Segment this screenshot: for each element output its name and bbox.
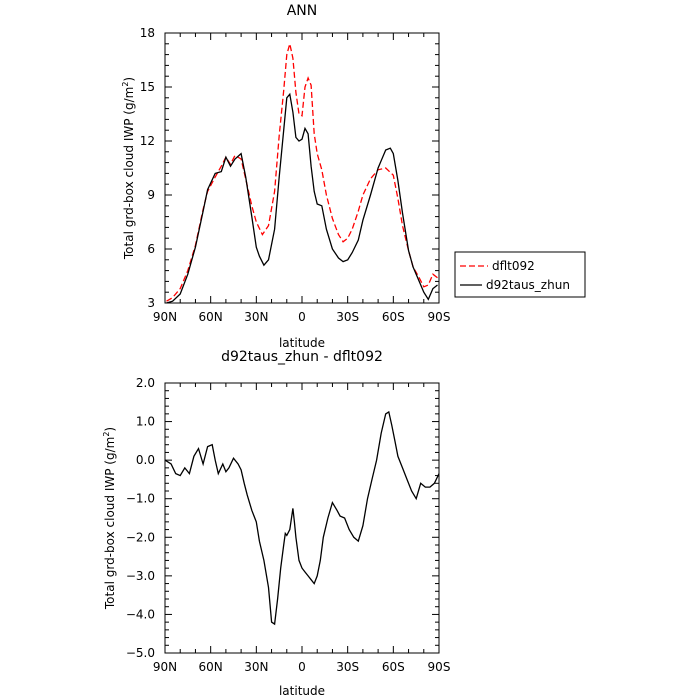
- x-tick-label: 30S: [336, 310, 359, 324]
- x-tick-label: 60N: [199, 310, 223, 324]
- y-tick-label: 0.0: [136, 453, 155, 467]
- plot-frame: [164, 382, 440, 654]
- x-tick-label: 0: [298, 660, 306, 674]
- y-axis-label: Total grd-box cloud IWP (g/m2): [121, 77, 136, 260]
- y-tick-label: 3: [147, 296, 155, 310]
- chart-ann: ANN latitude Total grd-box cloud IWP (g/…: [121, 3, 586, 350]
- x-tick-label: 60S: [382, 660, 405, 674]
- y-tick-label: −2.0: [126, 530, 155, 544]
- legend-label-dflt092: dflt092: [492, 259, 535, 273]
- y-tick-label: −5.0: [126, 646, 155, 660]
- y-axis-label: Total grd-box cloud IWP (g/m2): [102, 427, 117, 610]
- y-tick-label: −3.0: [126, 569, 155, 583]
- x-tick-label: 90S: [428, 310, 451, 324]
- plot-frame: [164, 32, 440, 304]
- x-tick-label: 90S: [428, 660, 451, 674]
- y-tick-label: 15: [140, 80, 155, 94]
- chart-title: d92taus_zhun - dflt092: [221, 349, 383, 365]
- plot-marks: 90N 60N 30N 0 30S 60S 90S 3 6 9 12 15 18: [140, 26, 451, 324]
- y-tick-label: 1.0: [136, 415, 155, 429]
- y-tick-label: 18: [140, 26, 155, 40]
- x-tick-label: 30S: [336, 660, 359, 674]
- y-tick-label: −4.0: [126, 607, 155, 621]
- y-tick-label: 12: [140, 134, 155, 148]
- y-tick-label: −1.0: [126, 492, 155, 506]
- chart-title: ANN: [287, 3, 318, 19]
- y-tick-label: 9: [147, 188, 155, 202]
- legend-label-d92taus-zhun: d92taus_zhun: [486, 278, 570, 292]
- legend-box: [454, 251, 586, 298]
- series-line-d92taus-zhun: [166, 92, 438, 303]
- y-tick-label: 6: [147, 242, 155, 256]
- x-tick-label: 90N: [153, 660, 177, 674]
- chart-difference: d92taus_zhun - dflt092 latitude Total gr…: [102, 349, 450, 698]
- x-tick-label: 30N: [244, 310, 268, 324]
- x-tick-label: 30N: [244, 660, 268, 674]
- x-tick-label: 90N: [153, 310, 177, 324]
- x-tick-label: 0: [298, 310, 306, 324]
- x-axis-label: latitude: [279, 336, 325, 350]
- x-axis-label: latitude: [279, 684, 325, 698]
- legend: dflt092 d92taus_zhun: [454, 251, 586, 298]
- x-tick-label: 60S: [382, 310, 405, 324]
- y-tick-label: 2.0: [136, 376, 155, 390]
- x-tick-label: 60N: [199, 660, 223, 674]
- difference-line: [165, 410, 439, 626]
- plot-marks: 90N 60N 30N 0 30S 60S 90S 2.0 1.0 0.0 −1.0 −2.0 −3.0…: [126, 376, 451, 674]
